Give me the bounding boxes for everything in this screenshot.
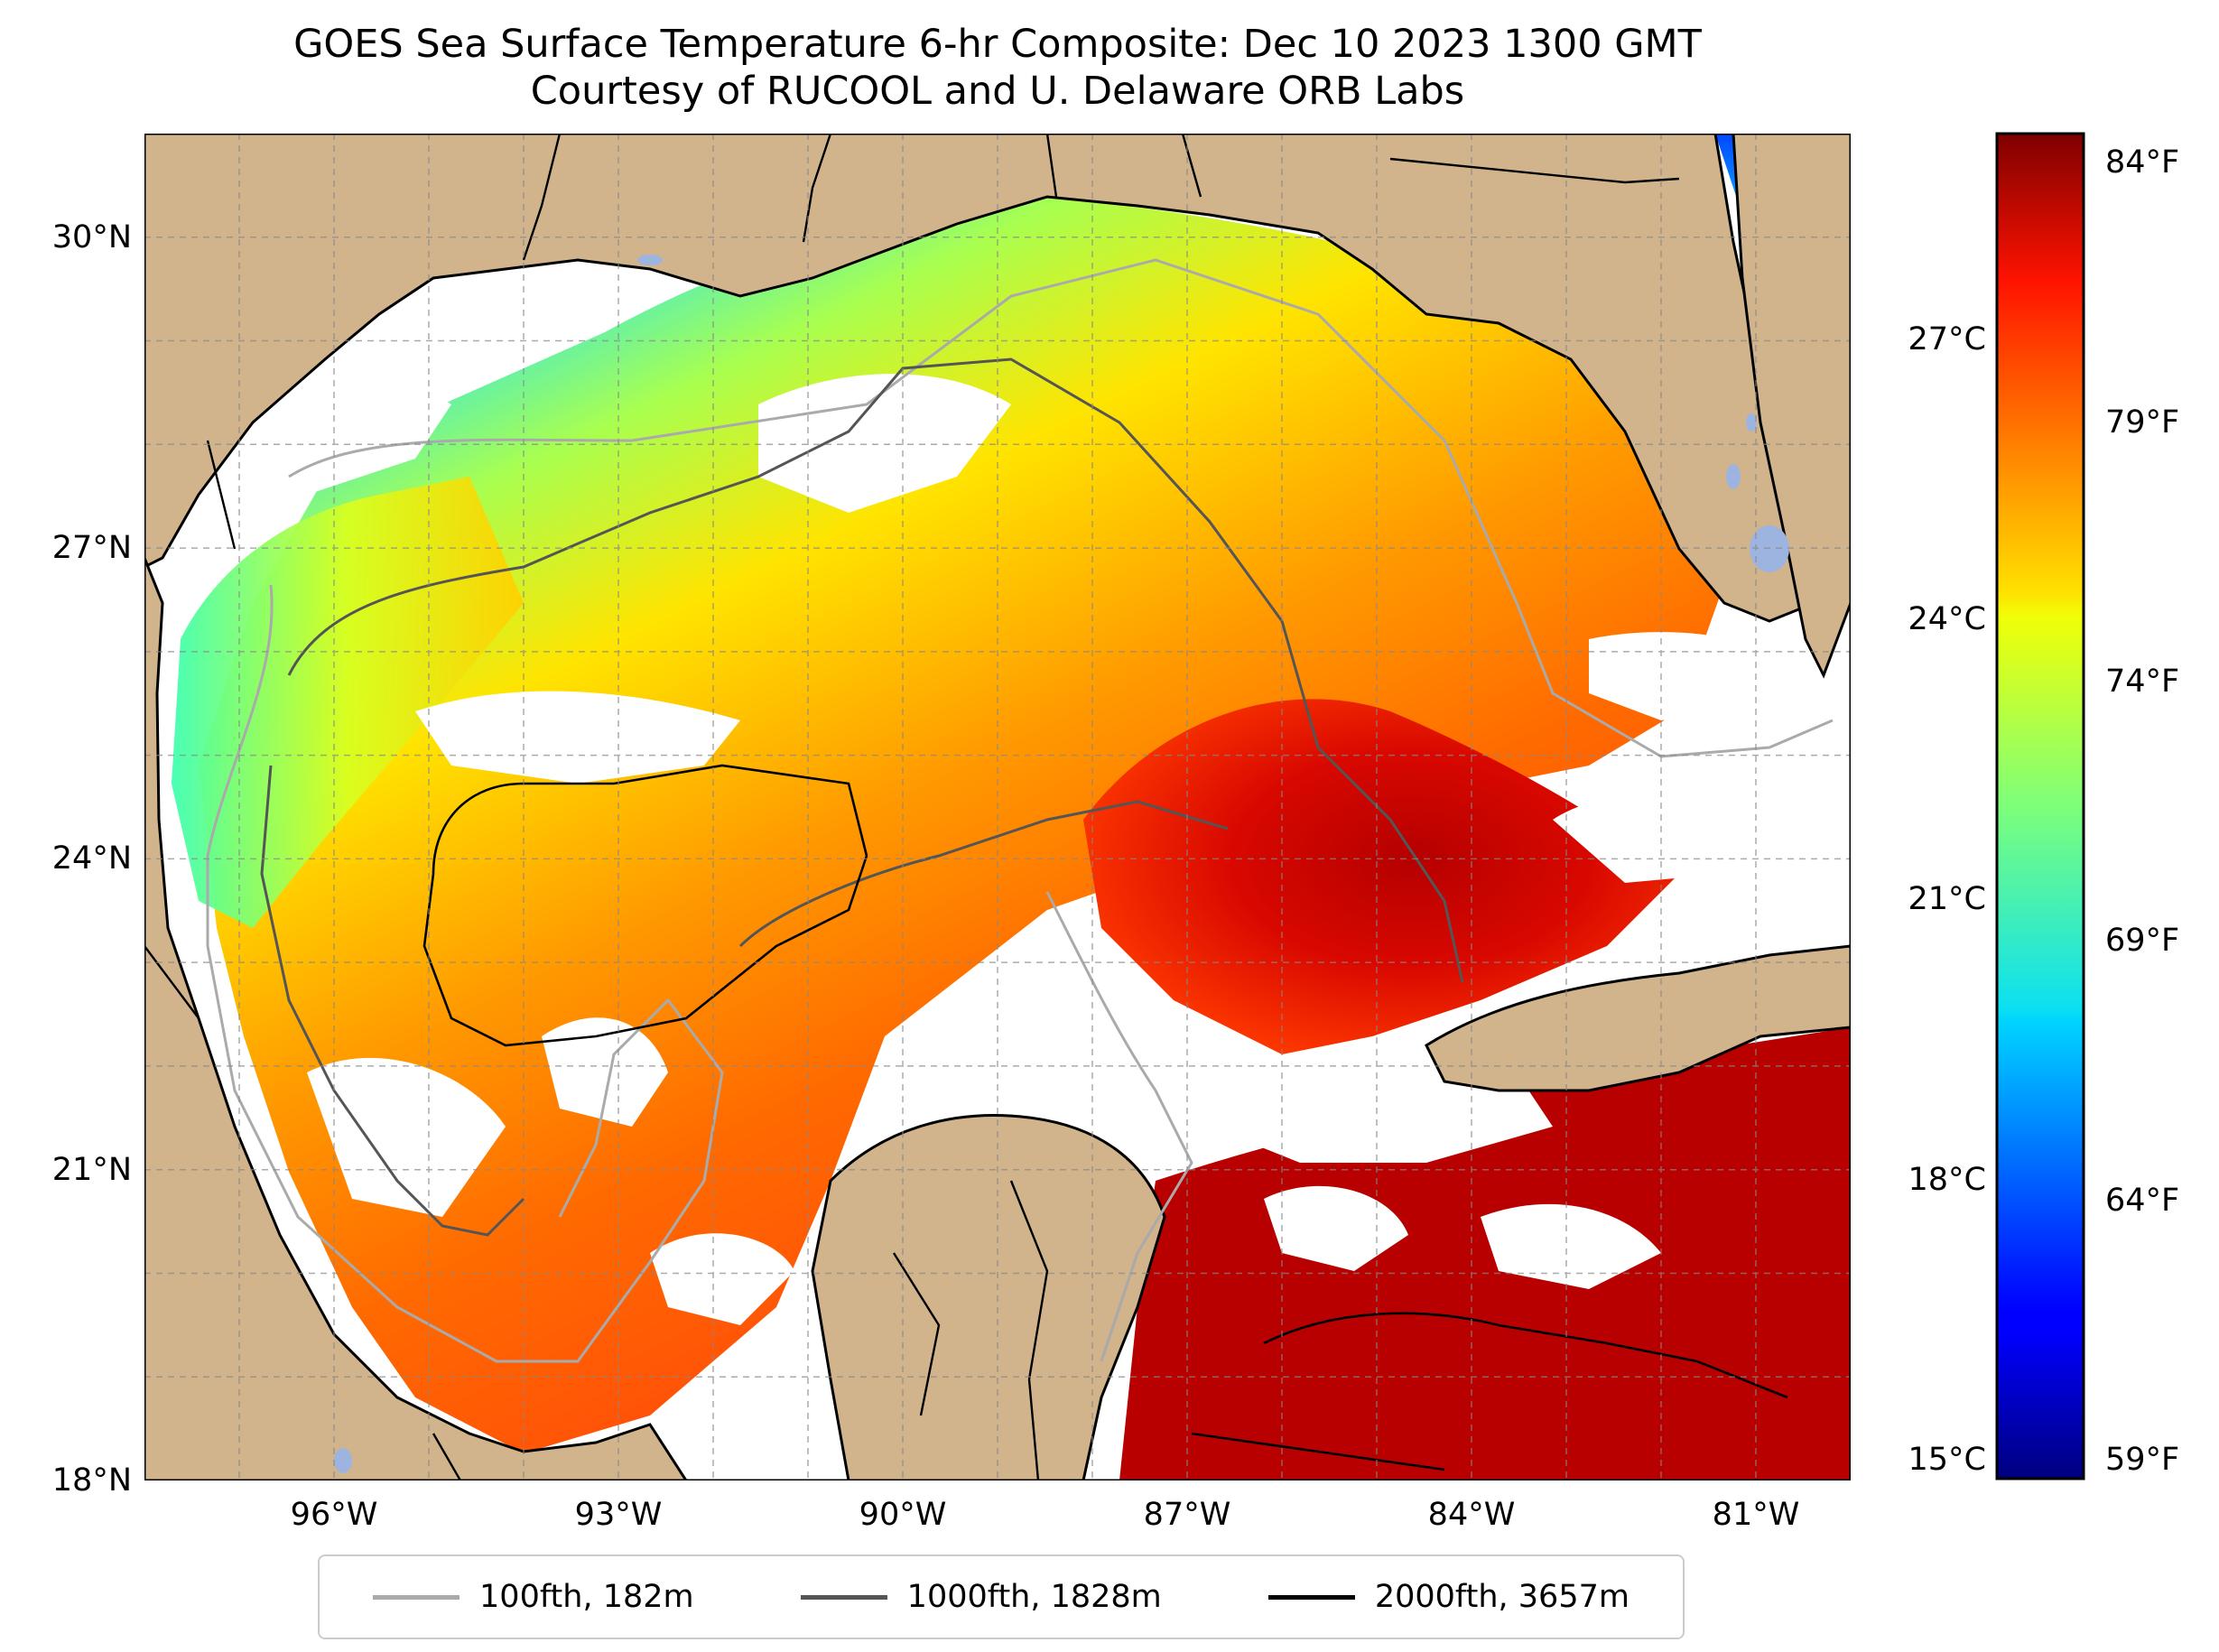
colorbar-fahrenheit-label: 59°F	[2105, 1442, 2180, 1479]
legend-item-2000fth: 2000fth, 3657m	[1267, 1579, 1629, 1615]
colorbar-gradient	[1995, 132, 2085, 1480]
gridlines	[144, 134, 1851, 1480]
sst-map	[144, 134, 1851, 1480]
isobath-2000fth	[422, 764, 1788, 1471]
colorbar-fahrenheit-label: 79°F	[2105, 404, 2180, 441]
legend-label-100fth: 100fth, 182m	[479, 1579, 694, 1615]
lon-tick-label: 96°W	[290, 1497, 378, 1533]
sst-map-canvas	[144, 134, 1851, 1480]
inland-lakes	[334, 255, 1789, 1473]
lat-tick-label: 24°N	[51, 840, 132, 877]
colorbar-fahrenheit-label: 84°F	[2105, 144, 2180, 181]
cloud-cover	[181, 344, 1824, 1325]
sst-gulf-field	[199, 197, 1733, 1453]
map-subtitle: Courtesy of RUCOOL and U. Delaware ORB L…	[530, 69, 1465, 114]
land-yucatan	[811, 1114, 1166, 1480]
lon-tick-label: 81°W	[1712, 1497, 1800, 1533]
lat-tick-label: 27°N	[51, 530, 132, 567]
colorbar-celsius-label: 15°C	[1908, 1442, 1986, 1479]
colorbar-celsius-label: 21°C	[1908, 881, 1986, 918]
legend-swatch-100fth	[373, 1594, 460, 1600]
colorbar-fahrenheit-label: 64°F	[2105, 1182, 2180, 1219]
legend-label-2000fth: 2000fth, 3657m	[1374, 1579, 1629, 1615]
sst-western-shelf	[172, 477, 524, 928]
lon-tick-label: 87°W	[1143, 1497, 1231, 1533]
land-cuba	[1425, 944, 1851, 1092]
lat-tick-label: 18°N	[51, 1462, 132, 1499]
colorbar-celsius-label: 24°C	[1908, 601, 1986, 638]
map-title: GOES Sea Surface Temperature 6-hr Compos…	[293, 22, 1702, 67]
colorbar	[1995, 132, 2085, 1480]
legend-swatch-2000fth	[1267, 1594, 1355, 1600]
political-borders	[144, 134, 1680, 1480]
colorbar-celsius-label: 18°C	[1908, 1161, 1986, 1198]
lat-tick-label: 21°N	[51, 1151, 132, 1188]
isobath-100fth	[206, 258, 1834, 1363]
lon-tick-label: 90°W	[859, 1497, 947, 1533]
bathymetry-legend: 100fth, 182m 1000fth, 1828m 2000fth, 365…	[318, 1555, 1685, 1639]
isobath-1000fth	[260, 357, 1464, 1237]
legend-swatch-1000fth	[800, 1594, 887, 1600]
legend-item-100fth: 100fth, 182m	[373, 1579, 694, 1615]
colorbar-celsius-label: 27°C	[1908, 320, 1986, 357]
legend-item-1000fth: 1000fth, 1828m	[800, 1579, 1162, 1615]
land-florida-tip	[1732, 134, 1851, 679]
legend-label-1000fth: 1000fth, 1828m	[906, 1579, 1162, 1615]
lon-tick-label: 93°W	[574, 1497, 663, 1533]
lat-tick-label: 30°N	[51, 218, 132, 255]
sst-loop-current	[1083, 699, 1679, 1054]
colorbar-fahrenheit-label: 74°F	[2105, 664, 2180, 701]
colorbar-fahrenheit-label: 69°F	[2105, 923, 2180, 960]
lon-tick-label: 84°W	[1427, 1497, 1516, 1533]
